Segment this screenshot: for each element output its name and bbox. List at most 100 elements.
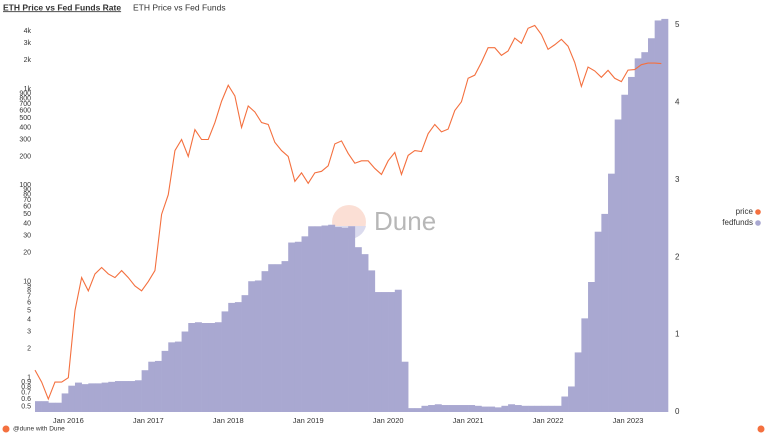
bar — [574, 352, 582, 412]
chart-title[interactable]: ETH Price vs Fed Funds Rate — [3, 2, 121, 12]
x-tick-label: Jan 2023 — [613, 416, 644, 425]
y-tick-label: 500 — [19, 115, 31, 122]
bar — [114, 381, 122, 412]
y-tick-label: 20 — [23, 249, 31, 256]
y-tick-label: 9 — [27, 283, 31, 290]
y2-tick-label: 5 — [675, 20, 680, 29]
y-tick-label: 4 — [27, 317, 31, 324]
bar — [301, 236, 309, 412]
bar — [154, 360, 162, 412]
y-tick-label: 1 — [27, 375, 31, 382]
bar — [628, 76, 635, 412]
bar — [361, 254, 369, 412]
bar — [41, 401, 49, 412]
bar — [588, 282, 596, 412]
y-tick-label: 2 — [27, 346, 31, 353]
bar — [161, 350, 169, 412]
bar — [54, 402, 62, 412]
bar — [648, 38, 655, 412]
bar — [394, 289, 402, 412]
bar — [461, 405, 469, 412]
x-tick-label: Jan 2017 — [133, 416, 164, 425]
y-tick-label: 6 — [27, 300, 31, 307]
y-tick-label: 100 — [19, 182, 31, 189]
y-tick-label: 7 — [27, 293, 31, 300]
bar — [368, 270, 376, 412]
bar — [201, 323, 209, 412]
y-tick-label: 2k — [24, 57, 32, 64]
bar — [281, 261, 289, 412]
bar — [641, 52, 649, 413]
bar — [381, 292, 389, 412]
y-tick-label: 700 — [19, 101, 31, 108]
bar — [528, 405, 536, 412]
bar — [274, 264, 282, 412]
bar — [534, 405, 542, 412]
y-tick-label: 40 — [23, 220, 31, 227]
bar — [621, 94, 629, 412]
bar — [228, 302, 236, 412]
legend-swatch — [755, 220, 761, 226]
y-tick-label: 60 — [23, 204, 31, 211]
bar — [108, 381, 116, 412]
footer-logo — [757, 425, 765, 433]
bar — [208, 323, 216, 412]
y-tick-label: 10 — [23, 278, 31, 285]
y-tick-label: 70 — [23, 197, 31, 204]
bar — [441, 405, 449, 412]
bar — [141, 370, 149, 412]
chart-subtitle: ETH Price vs Fed Funds — [133, 2, 226, 12]
bar — [35, 401, 42, 412]
price-line — [34, 24, 662, 401]
y-tick-label: 90 — [23, 187, 31, 194]
y-tick-label: 800 — [19, 95, 31, 102]
bar — [354, 247, 362, 412]
bar — [128, 381, 136, 412]
watermark-text: Dune — [374, 206, 436, 236]
bar — [374, 292, 382, 412]
bar — [474, 405, 482, 412]
bar — [468, 405, 476, 412]
bar — [214, 322, 222, 412]
bar — [241, 295, 249, 412]
y-tick-label: 400 — [19, 124, 31, 131]
y-tick-label: 4k — [24, 28, 32, 35]
bar — [568, 386, 576, 412]
y-tick-label: 900 — [19, 90, 31, 97]
bar — [494, 407, 502, 412]
bar — [401, 361, 409, 412]
footer-logo — [2, 425, 10, 433]
bar — [94, 383, 102, 412]
bar — [221, 311, 229, 412]
y-tick-label: 200 — [19, 153, 31, 160]
x-tick-label: Jan 2021 — [453, 416, 484, 425]
bar — [188, 323, 196, 412]
bar — [594, 231, 602, 412]
bar — [428, 405, 436, 412]
bar — [521, 405, 529, 412]
x-tick-label: Jan 2022 — [533, 416, 564, 425]
bar — [48, 402, 56, 412]
bar — [581, 318, 589, 412]
x-tick-label: Jan 2020 — [373, 416, 404, 425]
bar — [508, 404, 516, 412]
bar — [61, 393, 69, 412]
x-tick-label: Jan 2016 — [53, 416, 84, 425]
bar — [81, 384, 89, 412]
bar — [434, 404, 442, 412]
x-tick-label: Jan 2018 — [213, 416, 244, 425]
bar — [661, 18, 669, 413]
y-tick-label: 3 — [27, 329, 31, 336]
bar — [194, 322, 202, 412]
bar — [481, 406, 489, 412]
y-tick-label: 8 — [27, 288, 31, 295]
bar — [181, 331, 189, 412]
bar — [268, 264, 276, 412]
y-tick-label: 50 — [23, 211, 31, 218]
bar — [548, 405, 556, 412]
y2-tick-label: 3 — [675, 175, 680, 184]
y-tick-label: 3k — [24, 40, 32, 47]
y-tick-label: 0.6 — [21, 396, 31, 403]
y2-tick-label: 1 — [675, 330, 680, 339]
bar — [414, 408, 422, 412]
